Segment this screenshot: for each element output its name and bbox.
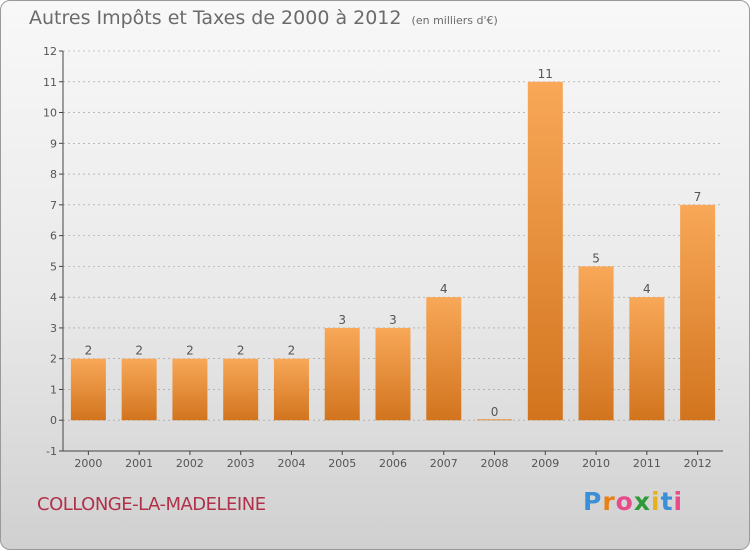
data-label-2009: 11	[538, 67, 553, 81]
bar-2004	[273, 358, 309, 421]
bar-2008	[477, 419, 513, 421]
x-tick-label: 2009	[531, 457, 559, 470]
x-tick-label: 2003	[227, 457, 255, 470]
y-tick-label: 9	[50, 137, 57, 150]
data-label-2012: 7	[694, 190, 702, 204]
chart-title: Autres Impôts et Taxes de 2000 à 2012 (e…	[29, 7, 498, 29]
data-label-2000: 2	[85, 344, 93, 358]
data-label-2005: 3	[338, 313, 346, 327]
x-tick-label: 2008	[481, 457, 509, 470]
bar-2007	[426, 297, 462, 421]
bar-2002	[172, 358, 208, 421]
logo-letter: P	[583, 487, 603, 516]
y-tick-label: -1	[46, 445, 57, 458]
chart-subtitle: (en milliers d'€)	[411, 14, 498, 27]
x-tick-label: 2006	[379, 457, 407, 470]
y-tick-label: 12	[43, 45, 57, 58]
y-tick-label: 10	[43, 107, 57, 120]
logo-letter: i	[673, 487, 684, 516]
y-tick-label: 2	[50, 353, 57, 366]
data-label-2006: 3	[389, 313, 397, 327]
commune-name: COLLONGE-LA-MADELEINE	[37, 494, 266, 515]
data-label-2010: 5	[592, 251, 600, 265]
x-tick-label: 2007	[430, 457, 458, 470]
y-tick-label: 3	[50, 322, 57, 335]
data-label-2004: 2	[288, 344, 296, 358]
bar-2009	[527, 81, 563, 421]
x-tick-label: 2004	[277, 457, 305, 470]
data-label-2003: 2	[237, 344, 245, 358]
data-labels: 2 2 2 2 2 3 3 4 0 11 5 4 7	[85, 67, 702, 419]
y-tick-label: 11	[43, 76, 57, 89]
data-label-2008: 0	[491, 405, 499, 419]
bar-2005	[324, 327, 360, 421]
x-tick-label: 2011	[633, 457, 661, 470]
y-tick-label: 8	[50, 168, 57, 181]
logo-letter: t	[660, 487, 674, 516]
bar-2003	[223, 358, 259, 421]
x-tick-label: 2000	[74, 457, 102, 470]
data-label-2002: 2	[186, 344, 194, 358]
data-label-2001: 2	[135, 344, 143, 358]
logo-letter: x	[633, 487, 651, 516]
y-tick-label: 5	[50, 260, 57, 273]
bar-2001	[121, 358, 157, 421]
chart-title-text: Autres Impôts et Taxes de 2000 à 2012	[29, 7, 402, 29]
logo-letter: r	[602, 487, 616, 516]
bar-2000	[70, 358, 106, 421]
data-label-2011: 4	[643, 282, 651, 296]
proxiti-logo: Proxiti	[583, 487, 683, 516]
logo-letter: i	[651, 487, 661, 516]
x-tick-label: 2002	[176, 457, 204, 470]
y-tick-label: 6	[50, 230, 57, 243]
y-tick-label: 1	[50, 383, 57, 396]
bar-2006	[375, 327, 411, 421]
x-tick-label: 2012	[684, 457, 712, 470]
y-tick-label: 4	[50, 291, 57, 304]
bar-2010	[578, 266, 614, 421]
logo-letter: o	[615, 487, 634, 516]
x-tick-label: 2005	[328, 457, 356, 470]
data-label-2007: 4	[440, 282, 448, 296]
x-tick-label: 2001	[125, 457, 153, 470]
y-tick-label: 0	[50, 414, 57, 427]
x-tick-label: 2010	[582, 457, 610, 470]
bar-2012	[680, 204, 716, 421]
bar-2011	[629, 297, 665, 421]
y-tick-label: 7	[50, 199, 57, 212]
bars	[70, 81, 716, 421]
